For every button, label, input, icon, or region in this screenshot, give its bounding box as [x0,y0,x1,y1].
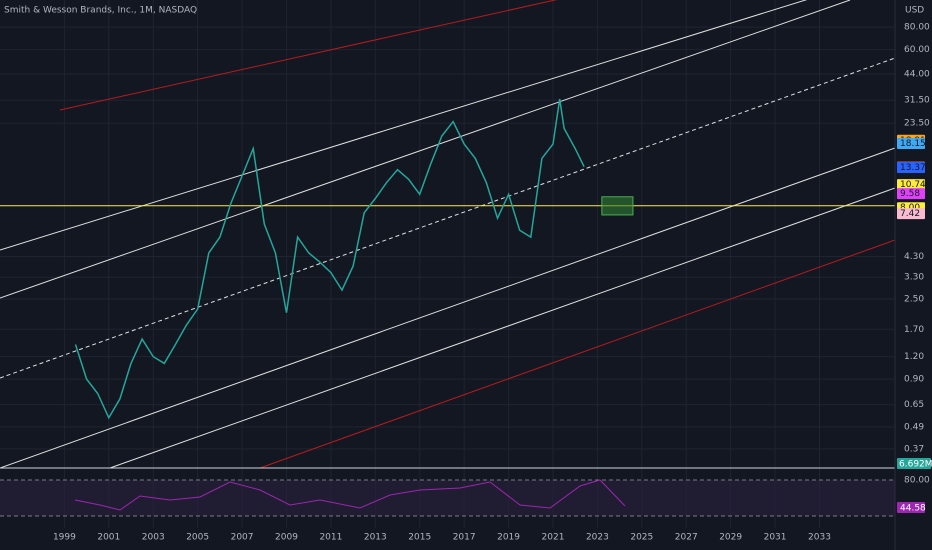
price-tag-label: 13.37 [900,163,926,173]
price-tag-label: 7.42 [900,209,920,219]
price-tag-label: 18.15 [900,139,926,149]
y-tick-label: 0.90 [904,375,924,385]
target-zone [601,196,634,216]
x-tick-label: 2021 [542,533,565,543]
rsi-line [74,479,626,511]
x-tick-label: 2011 [319,533,342,543]
channel-lines [0,0,896,469]
y-tick-label: 1.70 [904,325,924,335]
price-tag [897,161,925,173]
channel-line [0,147,896,469]
volume-tag [897,458,931,469]
y-tick-label: 0.65 [904,400,924,410]
price-tag-label: 9.58 [900,189,920,199]
x-tick-label: 2029 [719,533,742,543]
y-tick-label: 80.00 [904,23,930,33]
channel-line [59,0,558,111]
volume-tag-label: 6.692M [899,460,932,470]
y-tick-label: 23.50 [904,119,930,129]
x-tick-label: 1999 [53,533,76,543]
x-tick-label: 2013 [364,533,387,543]
price-tag [897,208,925,220]
y-tick-label: 1.20 [904,352,924,362]
x-tick-label: 2027 [675,533,698,543]
x-tick-label: 2025 [630,533,653,543]
channel-line [109,187,896,469]
x-tick-label: 2003 [142,533,165,543]
marks [0,98,895,420]
x-tick-label: 2031 [764,533,787,543]
y-tick-label: 60.00 [904,45,930,55]
x-tick-label: 2009 [275,533,298,543]
channel-line [0,0,851,299]
y-tick-label: 0.37 [904,444,924,454]
y-tick-label: 3.30 [904,273,924,283]
rsi-last-label: 44.58 [900,504,926,514]
channel-line [259,239,896,469]
x-tick-label: 2033 [808,533,831,543]
channel-line [0,57,896,379]
price-tag [897,188,925,200]
x-tick-label: 2019 [497,533,520,543]
grid [0,0,895,528]
x-tick-label: 2015 [408,533,431,543]
x-tick-label: 2023 [586,533,609,543]
currency-label: USD [905,6,924,16]
chart-title: Smith & Wesson Brands, Inc., 1M, NASDAQ [4,6,197,16]
price-tag [897,137,925,149]
channel-line [0,0,808,251]
x-tick-label: 2007 [231,533,254,543]
x-tick-label: 2017 [453,533,476,543]
y-tick-label: 0.49 [904,422,924,432]
y-tick-label: 31.50 [904,96,930,106]
price-line [74,98,585,420]
rsi-level-label: 80.00 [904,476,930,486]
y-tick-label: 44.00 [904,69,930,79]
price-tag-label: 10.74 [900,180,926,190]
price-tag [897,179,925,191]
y-tick-label: 2.50 [904,294,924,304]
x-tick-label: 2005 [186,533,209,543]
y-tick-label: 4.30 [904,252,924,262]
x-tick-label: 2001 [97,533,120,543]
rsi-band [0,480,895,516]
rsi-tag [897,502,925,513]
